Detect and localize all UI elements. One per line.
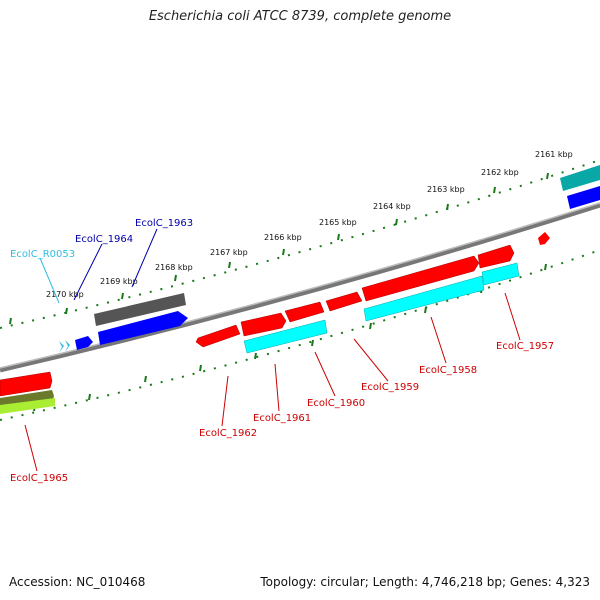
- ruler-tick: [121, 292, 124, 300]
- ruler-label: 2164 kbp: [373, 202, 411, 211]
- ruler-label: 2165 kbp: [319, 218, 357, 227]
- gene-feature-ecolc-1958[interactable]: [361, 255, 480, 302]
- ruler-tick: [228, 261, 231, 269]
- gene-label-ecolc-1964[interactable]: EcolC_1964: [75, 234, 133, 245]
- gene-label-ecolc-r0053[interactable]: EcolC_R0053: [10, 249, 75, 260]
- ruler-tick: [311, 339, 314, 347]
- ruler-tick: [544, 263, 547, 271]
- map-title: Escherichia coli ATCC 8739, complete gen…: [148, 9, 452, 24]
- gene-label-ecolc-1959[interactable]: EcolC_1959: [361, 382, 419, 393]
- gene-feature-ecolc-1957[interactable]: [477, 244, 515, 269]
- genome-backbone: [0, 202, 600, 373]
- gene-feature-teal[interactable]: [560, 165, 600, 191]
- label-leaders: [24, 228, 521, 472]
- gene-label-ecolc-1958[interactable]: EcolC_1958: [419, 365, 477, 376]
- ruler-tick: [88, 393, 91, 401]
- ruler-tick: [424, 306, 427, 314]
- gene-labels: EcolC_R0053 EcolC_1964 EcolC_1963 EcolC_…: [10, 218, 554, 484]
- ruler-label: 2170 kbp: [46, 290, 84, 299]
- ruler-label: 2162 kbp: [481, 168, 519, 177]
- ruler-tick: [144, 375, 147, 383]
- ruler-tick: [199, 364, 202, 372]
- gene-feature-ecolc-r0053-b[interactable]: [65, 340, 70, 352]
- gene-feature-lime[interactable]: [0, 398, 55, 414]
- gene-feature-blue-edge[interactable]: [567, 186, 600, 209]
- gene-feature-ecolc-r0053[interactable]: [59, 341, 64, 353]
- accession-text: Accession: NC_010468: [9, 575, 146, 589]
- ruler-outer: [0, 159, 600, 329]
- ruler-label: 2163 kbp: [427, 185, 465, 194]
- ruler-tick: [282, 248, 285, 256]
- ruler-labels: 2161 kbp 2162 kbp 2163 kbp 2164 kbp 2165…: [46, 150, 573, 299]
- ruler-tick: [65, 307, 68, 315]
- ruler-tick: [254, 352, 257, 360]
- ruler-label: 2161 kbp: [535, 150, 573, 159]
- gene-label-ecolc-1957[interactable]: EcolC_1957: [496, 341, 554, 352]
- gene-feature-ecolc-1960[interactable]: [284, 301, 325, 323]
- gene-label-ecolc-1962[interactable]: EcolC_1962: [199, 428, 257, 439]
- ruler-inner: [0, 249, 600, 421]
- gene-feature-ecolc-1963[interactable]: [98, 311, 188, 345]
- ruler-tick: [337, 233, 340, 241]
- gene-feature-ecolc-1962[interactable]: [195, 324, 241, 348]
- ruler-label: 2169 kbp: [100, 277, 138, 286]
- gene-feature-cyan-1[interactable]: [243, 319, 328, 354]
- ruler-label: 2167 kbp: [210, 248, 248, 257]
- ruler-tick: [9, 317, 12, 325]
- gene-feature-small-red[interactable]: [538, 232, 550, 245]
- ruler-label: 2166 kbp: [264, 233, 302, 242]
- gene-feature-ecolc-1964[interactable]: [75, 336, 93, 350]
- gene-feature-ecolc-1965-cds[interactable]: [0, 371, 53, 397]
- gene-feature-ecolc-1959[interactable]: [325, 291, 363, 312]
- gene-label-ecolc-1965[interactable]: EcolC_1965: [10, 473, 68, 484]
- genome-summary-text: Topology: circular; Length: 4,746,218 bp…: [260, 575, 590, 589]
- ruler-tick: [493, 186, 496, 194]
- ruler-label: 2168 kbp: [155, 263, 193, 272]
- ruler-tick: [395, 218, 398, 226]
- gene-feature-cyan-3[interactable]: [481, 262, 520, 286]
- ruler-tick: [174, 274, 177, 282]
- gene-feature-ecolc-1961[interactable]: [240, 312, 287, 337]
- gene-feature-cyan-2[interactable]: [363, 275, 485, 322]
- ruler-tick: [546, 172, 549, 180]
- gene-label-ecolc-1961[interactable]: EcolC_1961: [253, 413, 311, 424]
- gene-feature-gray[interactable]: [94, 293, 186, 326]
- gene-label-ecolc-1963[interactable]: EcolC_1963: [135, 218, 193, 229]
- ruler-tick: [446, 203, 449, 211]
- ruler-tick: [369, 322, 372, 330]
- gene-label-ecolc-1960[interactable]: EcolC_1960: [307, 398, 365, 409]
